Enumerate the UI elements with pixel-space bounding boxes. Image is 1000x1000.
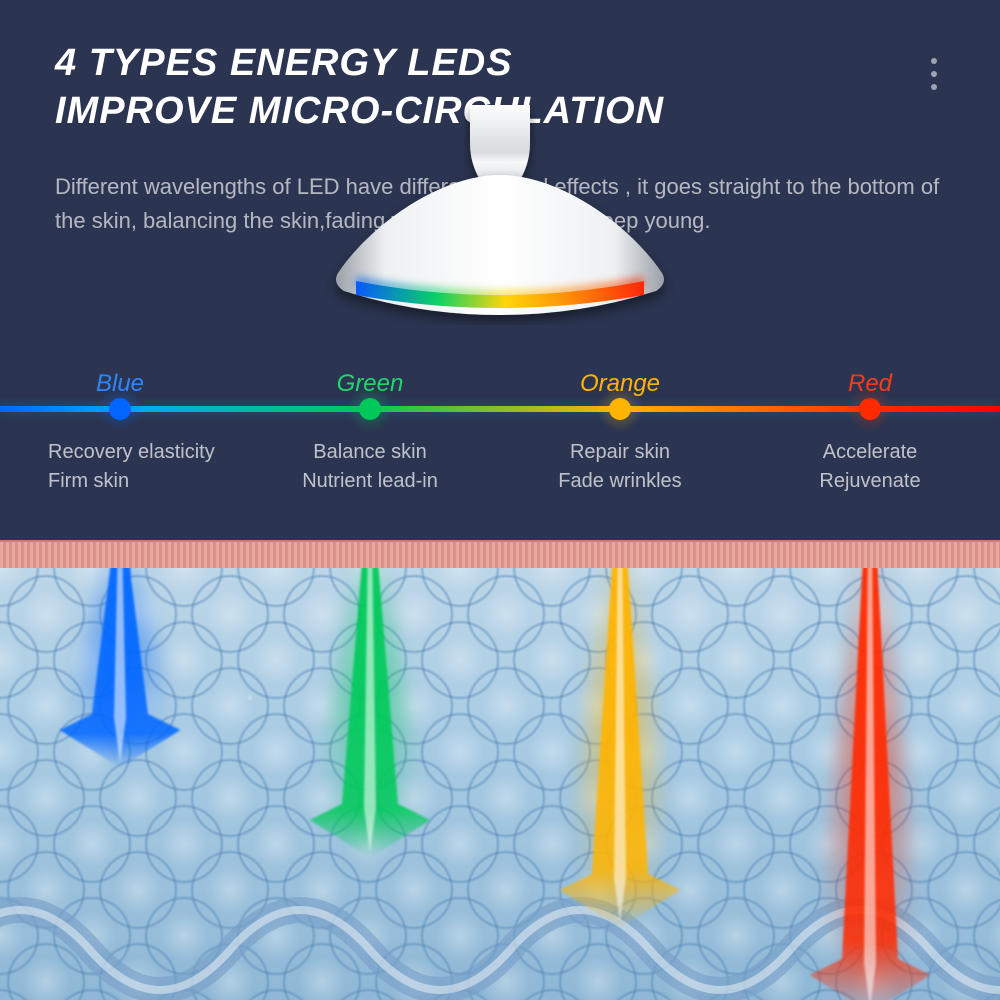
beam-green [288,568,452,882]
led-dot-red [859,398,881,420]
beam-orange [538,568,702,952]
page-title: 4 TYPES ENERGY LEDS IMPROVE MICRO-CIRCUL… [55,40,945,135]
benefit-line: Firm skin [48,467,215,496]
led-dot-blue [109,398,131,420]
benefit-line: Nutrient lead-in [302,467,438,496]
benefit-line: Fade wrinkles [558,467,681,496]
benefit-blue: Recovery elasticity Firm skin [48,438,215,496]
beam-red [788,568,952,1000]
dermis-layer [0,568,1000,1000]
benefit-line: Accelerate [819,438,920,467]
beam-blue [38,568,202,792]
led-dot-green [359,398,381,420]
benefit-line: Repair skin [558,438,681,467]
benefit-line: Rejuvenate [819,467,920,496]
benefits-row: Recovery elasticity Firm skin Balance sk… [0,438,1000,508]
light-beams [0,568,1000,1000]
benefit-line: Balance skin [302,438,438,467]
skin-cross-section [0,540,1000,1000]
benefit-line: Recovery elasticity [48,438,215,467]
benefit-orange: Repair skin Fade wrinkles [558,438,681,496]
title-line-2: IMPROVE MICRO-CIRCULATION [55,88,945,136]
header: 4 TYPES ENERGY LEDS IMPROVE MICRO-CIRCUL… [55,40,945,135]
spectrum-bar: Blue Green Orange Red Recovery elasticit… [0,370,1000,508]
benefit-red: Accelerate Rejuvenate [819,438,920,496]
led-dot-orange [609,398,631,420]
more-icon[interactable] [931,58,937,90]
spectrum-gradient-bar [0,406,1000,412]
benefit-green: Balance skin Nutrient lead-in [302,438,438,496]
title-line-1: 4 TYPES ENERGY LEDS [55,40,945,88]
description-text: Different wavelengths of LED have differ… [55,170,945,238]
epidermis-layer [0,540,1000,568]
